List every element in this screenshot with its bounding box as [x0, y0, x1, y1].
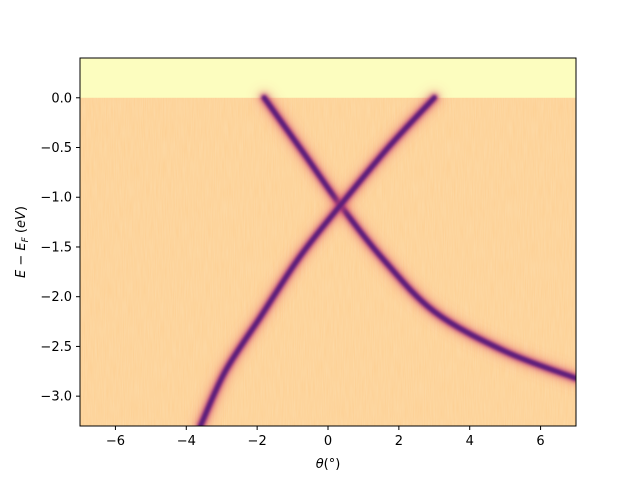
bands-layer — [192, 89, 576, 426]
x-tick-label: −2 — [248, 434, 267, 449]
y-tick-label: 0.0 — [51, 91, 72, 106]
x-tick-label: −4 — [177, 434, 196, 449]
band-1 — [256, 89, 576, 387]
band-crossing-hotspot — [0, 0, 14, 14]
band-2 — [192, 89, 443, 426]
x-axis-ticks: −6 −4 −2 0 2 4 6 — [106, 426, 545, 449]
x-tick-label: 0 — [324, 434, 332, 449]
band-core — [197, 95, 437, 426]
y-axis-ticks: 0.0 −0.5 −1.0 −1.5 −2.0 −2.5 −3.0 — [40, 91, 80, 405]
y-tick-label: −2.5 — [40, 340, 72, 355]
x-axis-label: θ(°) — [316, 457, 341, 472]
y-axis-label: E − EF (eV) — [14, 206, 31, 278]
x-tick-label: 2 — [395, 434, 403, 449]
x-tick-label: −6 — [106, 434, 125, 449]
x-tick-label: 4 — [466, 434, 474, 449]
above-fermi-region — [80, 58, 576, 98]
x-tick-label: 6 — [536, 434, 544, 449]
y-tick-label: −0.5 — [40, 141, 72, 156]
y-tick-label: −1.0 — [40, 191, 72, 206]
noise-texture — [80, 58, 576, 426]
band-core — [261, 95, 576, 381]
y-tick-label: −2.0 — [40, 290, 72, 305]
y-tick-label: −3.0 — [40, 390, 72, 405]
y-tick-label: −1.5 — [40, 240, 72, 255]
